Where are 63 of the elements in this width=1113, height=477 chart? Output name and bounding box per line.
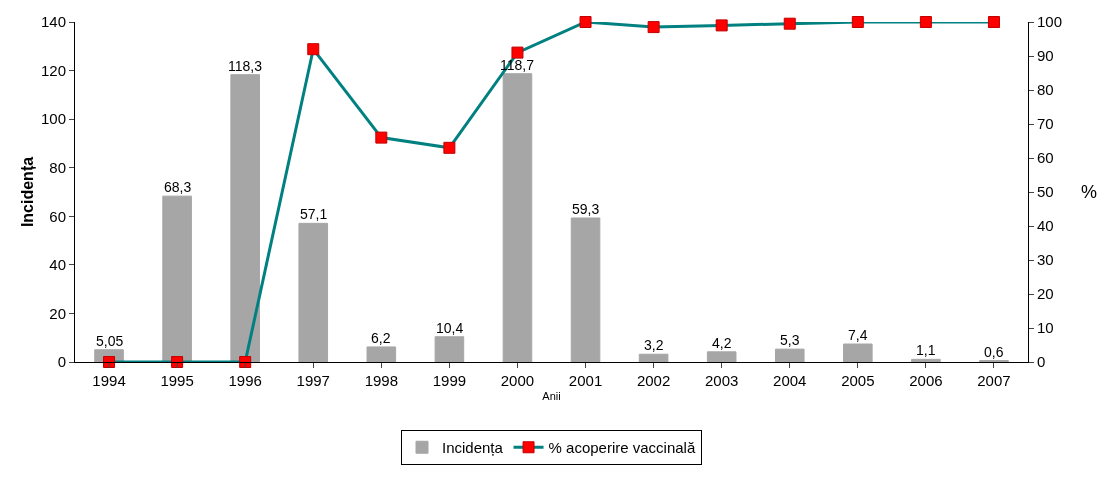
y2-tick-label: 0 bbox=[1037, 353, 1046, 371]
bar bbox=[570, 217, 601, 362]
data-label: 4,2 bbox=[712, 335, 732, 351]
bar bbox=[774, 348, 805, 362]
y-tick-label: 20 bbox=[49, 304, 66, 322]
y-tick-label: 0 bbox=[57, 353, 66, 371]
legend-label: Incidența bbox=[442, 439, 504, 457]
bar bbox=[366, 346, 397, 362]
x-axis-title: Anii bbox=[542, 390, 561, 403]
x-tick-label: 2000 bbox=[500, 372, 535, 389]
x-tick-label: 1994 bbox=[92, 372, 126, 389]
y2-tick-label: 30 bbox=[1037, 251, 1054, 269]
x-tick-label: 2007 bbox=[977, 372, 1011, 389]
x-tick-label: 2005 bbox=[841, 372, 875, 389]
y2-tick-label: 70 bbox=[1037, 115, 1054, 133]
y2-tick-label: 60 bbox=[1037, 149, 1054, 167]
data-label: 5,05 bbox=[96, 333, 124, 349]
x-tick-label: 1998 bbox=[364, 372, 399, 389]
bar bbox=[298, 222, 329, 362]
y2-tick-label: 10 bbox=[1037, 319, 1054, 337]
y-tick-label: 120 bbox=[40, 61, 66, 79]
x-tick-label: 1997 bbox=[296, 372, 330, 389]
data-label: 10,4 bbox=[436, 320, 464, 336]
y2-tick-label: 40 bbox=[1037, 217, 1054, 235]
y-tick-label: 40 bbox=[49, 256, 66, 274]
x-tick-label: 2001 bbox=[568, 372, 603, 389]
y2-tick-label: 100 bbox=[1037, 13, 1063, 31]
data-label: 0,6 bbox=[984, 344, 1004, 360]
bar bbox=[434, 336, 465, 362]
y-tick-label: 80 bbox=[49, 158, 66, 176]
y-axis-title: Incidența bbox=[19, 156, 36, 228]
y-tick-label: 140 bbox=[40, 13, 66, 31]
legend-label: % acoperire vaccinală bbox=[548, 439, 696, 457]
bar bbox=[706, 351, 737, 362]
bar bbox=[230, 74, 260, 362]
bar bbox=[638, 353, 669, 362]
y2-tick-label: 20 bbox=[1037, 285, 1054, 303]
y2-tick-label: 50 bbox=[1037, 183, 1054, 201]
y2-tick-label: 90 bbox=[1037, 47, 1054, 65]
x-tick-label: 1995 bbox=[160, 372, 194, 389]
data-label: 118,3 bbox=[228, 58, 263, 74]
x-tick-label: 1996 bbox=[228, 372, 262, 389]
bar bbox=[502, 73, 533, 362]
data-label: 1,1 bbox=[916, 342, 936, 358]
x-tick-label: 2002 bbox=[636, 372, 671, 389]
y-tick-label: 60 bbox=[49, 207, 66, 225]
y2-tick-label: 80 bbox=[1037, 81, 1054, 99]
x-tick-label: 1999 bbox=[432, 372, 467, 389]
x-tick-label: 2006 bbox=[909, 372, 943, 389]
x-tick-label: 2003 bbox=[704, 372, 739, 389]
y2-axis-title: % bbox=[1081, 182, 1098, 202]
data-label: 59,3 bbox=[572, 201, 600, 217]
data-label: 57,1 bbox=[300, 206, 328, 222]
bar bbox=[843, 343, 873, 362]
data-label: 3,2 bbox=[644, 337, 664, 353]
data-label: 6,2 bbox=[371, 330, 391, 346]
x-tick-label: 2004 bbox=[773, 372, 807, 389]
data-label: 5,3 bbox=[780, 332, 800, 348]
bar bbox=[911, 358, 941, 362]
y-tick-label: 100 bbox=[40, 110, 66, 128]
bar bbox=[162, 195, 192, 362]
data-label: 68,3 bbox=[164, 179, 192, 195]
data-label: 7,4 bbox=[848, 327, 868, 343]
